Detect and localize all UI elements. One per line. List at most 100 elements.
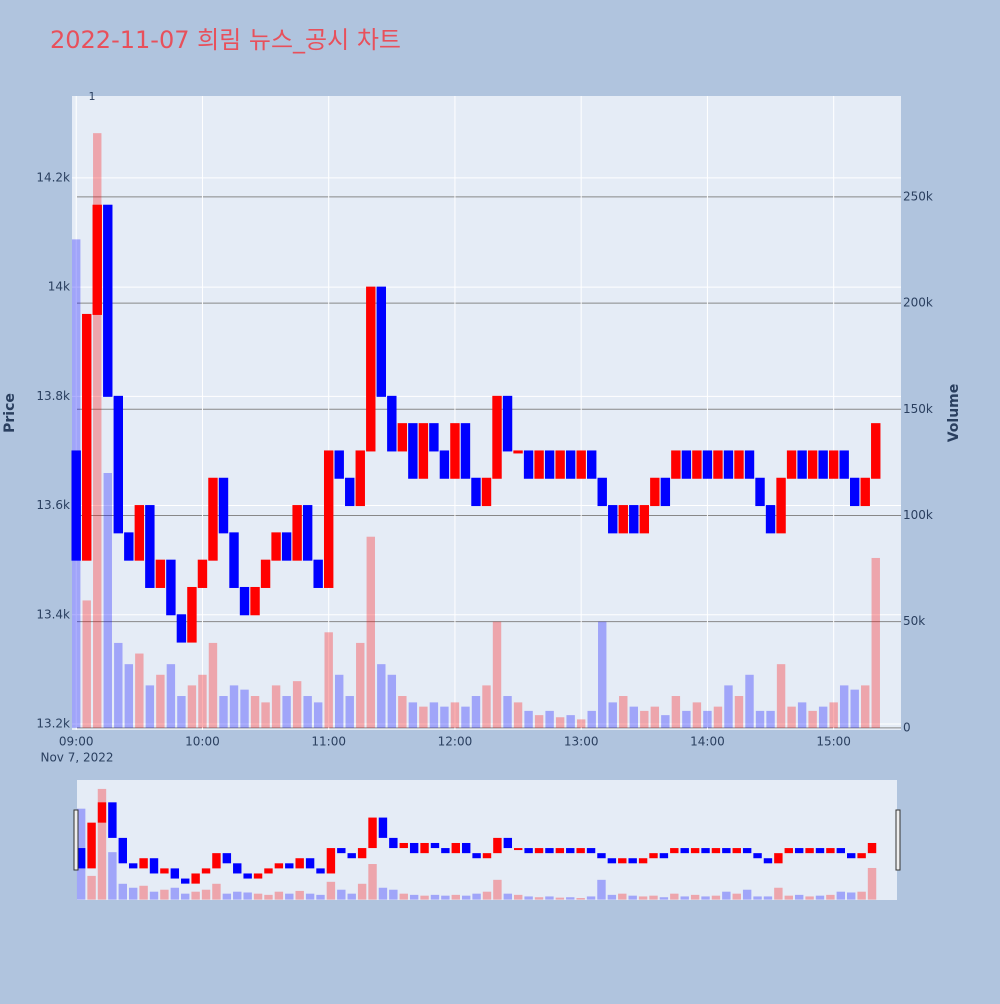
mini-volume-bar bbox=[399, 893, 408, 900]
volume-bar bbox=[177, 696, 186, 728]
volume-bar bbox=[450, 702, 460, 728]
mini-candle bbox=[128, 863, 138, 869]
volume-bar bbox=[124, 664, 134, 728]
mini-volume-bar bbox=[482, 891, 492, 900]
mini-candle bbox=[472, 853, 481, 859]
mini-candle bbox=[108, 802, 117, 838]
volume-bar bbox=[250, 696, 260, 728]
volume-bar bbox=[335, 674, 344, 728]
volume-bar bbox=[93, 133, 102, 728]
mini-volume-bar bbox=[170, 887, 180, 900]
mini-candle bbox=[139, 858, 148, 869]
candle-body bbox=[292, 505, 302, 561]
candle-body bbox=[302, 505, 313, 561]
volume-bar bbox=[566, 715, 575, 728]
mini-volume-bar bbox=[233, 891, 242, 900]
mini-candle bbox=[118, 837, 127, 864]
mini-volume-bar bbox=[815, 895, 825, 900]
mini-candle bbox=[326, 848, 336, 874]
y2-axis-title: Volume bbox=[946, 384, 962, 443]
mini-volume-bar bbox=[659, 897, 669, 900]
volume-bar bbox=[82, 600, 91, 728]
x-date-label: Nov 7, 2022 bbox=[40, 751, 113, 765]
annotation: 1 bbox=[89, 90, 96, 103]
candle-body bbox=[113, 395, 123, 534]
volume-bar bbox=[861, 685, 870, 728]
candle-body bbox=[807, 450, 818, 479]
mini-volume-bar bbox=[420, 895, 429, 900]
candle-body bbox=[597, 477, 607, 507]
volume-bar bbox=[229, 685, 239, 728]
volume-bar bbox=[619, 696, 628, 728]
candle-body bbox=[723, 450, 734, 479]
candle-body bbox=[176, 614, 187, 643]
mini-candle bbox=[316, 868, 325, 874]
candle-body bbox=[702, 450, 713, 479]
candle-body bbox=[565, 450, 576, 479]
mini-volume-bar bbox=[732, 893, 741, 900]
range-handle[interactable] bbox=[73, 809, 79, 871]
mini-volume-bar bbox=[701, 896, 710, 900]
mini-candle bbox=[586, 848, 596, 854]
mini-candle bbox=[711, 848, 721, 854]
mini-volume-bar bbox=[160, 889, 169, 900]
candle-body bbox=[218, 477, 229, 534]
mini-volume-bar bbox=[555, 897, 565, 900]
volume-bar bbox=[829, 702, 838, 728]
volume-bar bbox=[692, 702, 702, 728]
volume-bar bbox=[187, 685, 197, 728]
mini-candle bbox=[732, 848, 741, 854]
mini-candle bbox=[160, 868, 169, 874]
mini-candle bbox=[576, 848, 585, 854]
candle-body bbox=[576, 450, 586, 479]
mini-volume-bar bbox=[222, 893, 232, 900]
volume-bar bbox=[198, 674, 207, 728]
range-slider[interactable] bbox=[77, 780, 897, 900]
volume-bar bbox=[377, 664, 386, 728]
candle-body bbox=[860, 477, 870, 507]
volume-bar bbox=[734, 696, 744, 728]
mini-candle bbox=[389, 837, 398, 849]
mini-candle bbox=[295, 858, 304, 869]
mini-candle bbox=[430, 842, 440, 849]
candle-body bbox=[366, 286, 376, 452]
mini-candle bbox=[243, 873, 252, 879]
x-tick-label: 14:00 bbox=[690, 735, 725, 749]
y2-tick-label: 150k bbox=[903, 402, 933, 416]
mini-volume-bar bbox=[87, 875, 96, 900]
volume-bar bbox=[503, 696, 512, 728]
volume-bar bbox=[682, 710, 691, 728]
range-handle[interactable] bbox=[895, 809, 901, 871]
volume-bar bbox=[292, 681, 302, 728]
mini-volume-bar bbox=[618, 893, 627, 900]
mini-volume-bar bbox=[524, 896, 533, 900]
volume-bar bbox=[608, 702, 617, 728]
candle-body bbox=[850, 477, 860, 507]
mini-volume-bar bbox=[337, 889, 346, 900]
mini-candle bbox=[357, 848, 367, 859]
volume-bar bbox=[440, 706, 449, 728]
volume-bar bbox=[156, 674, 165, 728]
candle-body bbox=[681, 450, 692, 479]
candle-body bbox=[250, 586, 260, 616]
mini-candle bbox=[420, 842, 429, 854]
mini-candle bbox=[399, 842, 408, 849]
volume-bar bbox=[419, 706, 428, 728]
volume-bar bbox=[303, 696, 312, 728]
mini-volume-bar bbox=[722, 891, 731, 900]
mini-volume-bar bbox=[347, 893, 356, 900]
mini-volume-bar bbox=[201, 889, 211, 900]
candle-body bbox=[471, 477, 481, 507]
candle-body bbox=[208, 477, 218, 561]
mini-candle bbox=[815, 848, 825, 854]
plot-area bbox=[72, 96, 901, 730]
mini-volume-bar bbox=[857, 891, 866, 900]
mini-volume-bar bbox=[503, 893, 513, 900]
candle-body bbox=[408, 423, 418, 479]
mini-candle bbox=[201, 868, 211, 874]
y2-tick-label: 0 bbox=[903, 720, 911, 734]
mini-candle bbox=[285, 863, 294, 869]
volume-bar bbox=[261, 702, 270, 728]
candle-body bbox=[744, 450, 755, 479]
